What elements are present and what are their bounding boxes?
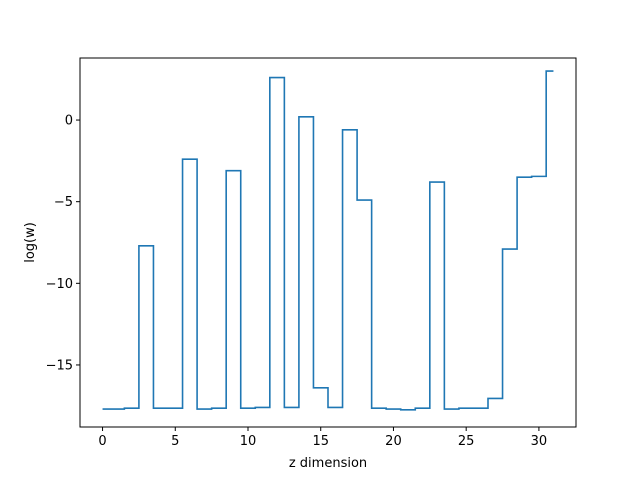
y-axis-label: log(w): [23, 222, 38, 263]
x-tick-label: 30: [531, 434, 548, 449]
y-tick-label: −5: [54, 195, 73, 210]
x-axis-label: z dimension: [289, 456, 367, 471]
y-tick-label: −10: [46, 277, 73, 292]
x-tick-label: 25: [458, 434, 475, 449]
x-tick-label: 10: [240, 434, 257, 449]
y-tick-label: −15: [46, 358, 73, 373]
plot-frame: [79, 57, 577, 428]
x-tick-label: 15: [312, 434, 329, 449]
data-layer: [102, 70, 554, 411]
series-step-line: [102, 70, 554, 411]
x-tick-label: 20: [385, 434, 402, 449]
x-tick-label: 5: [171, 434, 179, 449]
x-axis-ticks: 0 5 10 15 20 25 30: [98, 427, 547, 449]
plot-area: [80, 58, 576, 427]
y-axis-ticks: 0 −5 −10 −15: [46, 114, 80, 373]
y-tick-label: 0: [65, 114, 73, 129]
x-tick-label: 0: [98, 434, 106, 449]
